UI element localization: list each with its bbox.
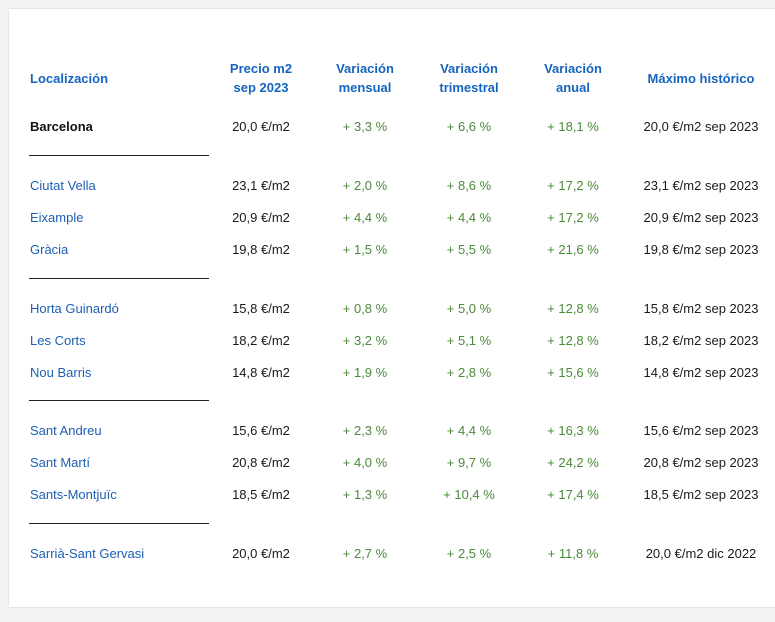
row-location-link[interactable]: Nou Barris — [30, 365, 92, 380]
row-maximo: 23,1 €/m2 sep 2023 — [643, 178, 759, 193]
row-anual: + 16,3 % — [547, 423, 599, 438]
row-location-link[interactable]: Sant Martí — [30, 455, 90, 470]
row-maximo: 14,8 €/m2 sep 2023 — [643, 365, 759, 380]
table-row: Eixample 20,9 €/m2 + 4,4 % + 4,4 % + 17,… — [9, 206, 775, 230]
row-mensual: + 4,4 % — [342, 210, 388, 225]
row-location-link[interactable]: Horta Guinardó — [30, 301, 119, 316]
row-trimestral: + 5,5 % — [446, 242, 492, 257]
header-mensual-line2: mensual — [338, 80, 392, 95]
row-anual: + 12,8 % — [547, 301, 599, 316]
table-row: Gràcia 19,8 €/m2 + 1,5 % + 5,5 % + 21,6 … — [9, 238, 775, 262]
group-divider — [29, 155, 209, 156]
row-location-link[interactable]: Sants-Montjuïc — [30, 487, 117, 502]
row-precio: 20,8 €/m2 — [232, 455, 290, 470]
row-trimestral: + 6,6 % — [446, 119, 492, 134]
row-precio: 18,2 €/m2 — [232, 333, 290, 348]
table-row: Nou Barris 14,8 €/m2 + 1,9 % + 2,8 % + 1… — [9, 361, 775, 385]
table-row: Sants-Montjuïc 18,5 €/m2 + 1,3 % + 10,4 … — [9, 483, 775, 507]
row-maximo: 15,8 €/m2 sep 2023 — [643, 301, 759, 316]
row-trimestral: + 4,4 % — [446, 210, 492, 225]
row-trimestral: + 2,8 % — [446, 365, 492, 380]
header-anual-line2: anual — [556, 80, 590, 95]
header-precio-line2: sep 2023 — [233, 80, 289, 95]
header-variacion-anual: Variación anual — [523, 59, 623, 97]
row-mensual: + 2,3 % — [342, 423, 388, 438]
header-trimestral-line2: trimestral — [439, 80, 499, 95]
row-trimestral: + 2,5 % — [446, 546, 492, 561]
row-maximo: 20,8 €/m2 sep 2023 — [643, 455, 759, 470]
row-anual: + 24,2 % — [547, 455, 599, 470]
header-variacion-mensual: Variación mensual — [315, 59, 415, 97]
group-divider — [29, 400, 209, 401]
row-precio: 15,8 €/m2 — [232, 301, 290, 316]
row-anual: + 17,4 % — [547, 487, 599, 502]
row-location-link[interactable]: Sarrià-Sant Gervasi — [30, 546, 145, 561]
table-row: Sant Andreu 15,6 €/m2 + 2,3 % + 4,4 % + … — [9, 419, 775, 443]
row-trimestral: + 5,0 % — [446, 301, 492, 316]
row-maximo: 19,8 €/m2 sep 2023 — [643, 242, 759, 257]
table-row: Les Corts 18,2 €/m2 + 3,2 % + 5,1 % + 12… — [9, 329, 775, 353]
row-mensual: + 4,0 % — [342, 455, 388, 470]
header-mensual-line1: Variación — [336, 61, 394, 76]
row-location-link[interactable]: Eixample — [30, 210, 84, 225]
header-localizacion: Localización — [30, 71, 109, 86]
header-anual-line1: Variación — [544, 61, 602, 76]
row-maximo: 20,9 €/m2 sep 2023 — [643, 210, 759, 225]
row-trimestral: + 9,7 % — [446, 455, 492, 470]
table-row: Ciutat Vella 23,1 €/m2 + 2,0 % + 8,6 % +… — [9, 174, 775, 198]
table-row: Sarrià-Sant Gervasi 20,0 €/m2 + 2,7 % + … — [9, 542, 775, 566]
row-precio: 14,8 €/m2 — [232, 365, 290, 380]
row-location-link[interactable]: Gràcia — [30, 242, 69, 257]
price-table-card: Localización Precio m2 sep 2023 Variació… — [9, 9, 775, 607]
table-row: Sant Martí 20,8 €/m2 + 4,0 % + 9,7 % + 2… — [9, 451, 775, 475]
header-precio-line1: Precio m2 — [229, 61, 293, 76]
header-trimestral-line1: Variación — [440, 61, 498, 76]
row-anual: + 11,8 % — [547, 546, 599, 561]
table-row: Horta Guinardó 15,8 €/m2 + 0,8 % + 5,0 %… — [9, 297, 775, 321]
row-precio: 15,6 €/m2 — [232, 423, 290, 438]
row-precio: 20,9 €/m2 — [232, 210, 290, 225]
row-trimestral: + 10,4 % — [443, 487, 495, 502]
table-header: Localización Precio m2 sep 2023 Variació… — [9, 59, 775, 99]
row-precio: 23,1 €/m2 — [232, 178, 290, 193]
row-maximo: 18,5 €/m2 sep 2023 — [643, 487, 759, 502]
row-mensual: + 1,5 % — [342, 242, 388, 257]
row-location-link[interactable]: Sant Andreu — [30, 423, 102, 438]
row-anual: + 17,2 % — [547, 210, 599, 225]
header-maximo-historico: Máximo histórico — [647, 71, 755, 86]
row-anual: + 15,6 % — [547, 365, 599, 380]
row-precio: 18,5 €/m2 — [232, 487, 290, 502]
header-precio: Precio m2 sep 2023 — [211, 59, 311, 97]
row-location: Barcelona — [30, 119, 93, 134]
row-trimestral: + 4,4 % — [446, 423, 492, 438]
row-mensual: + 0,8 % — [342, 301, 388, 316]
row-mensual: + 2,0 % — [342, 178, 388, 193]
row-precio: 20,0 €/m2 — [232, 546, 290, 561]
row-maximo: 20,0 €/m2 dic 2022 — [645, 546, 757, 561]
group-divider — [29, 278, 209, 279]
group-divider — [29, 523, 209, 524]
row-mensual: + 3,3 % — [342, 119, 388, 134]
row-location-link[interactable]: Ciutat Vella — [30, 178, 96, 193]
row-precio: 19,8 €/m2 — [232, 242, 290, 257]
row-mensual: + 1,3 % — [342, 487, 388, 502]
row-mensual: + 1,9 % — [342, 365, 388, 380]
row-precio: 20,0 €/m2 — [232, 119, 290, 134]
row-trimestral: + 5,1 % — [446, 333, 492, 348]
row-mensual: + 3,2 % — [342, 333, 388, 348]
row-location-link[interactable]: Les Corts — [30, 333, 86, 348]
row-mensual: + 2,7 % — [342, 546, 388, 561]
row-trimestral: + 8,6 % — [446, 178, 492, 193]
row-anual: + 18,1 % — [547, 119, 599, 134]
row-anual: + 21,6 % — [547, 242, 599, 257]
row-maximo: 15,6 €/m2 sep 2023 — [643, 423, 759, 438]
row-anual: + 12,8 % — [547, 333, 599, 348]
row-maximo: 20,0 €/m2 sep 2023 — [643, 119, 759, 134]
row-maximo: 18,2 €/m2 sep 2023 — [643, 333, 759, 348]
table-row-barcelona: Barcelona 20,0 €/m2 + 3,3 % + 6,6 % + 18… — [9, 115, 775, 139]
header-variacion-trimestral: Variación trimestral — [419, 59, 519, 97]
row-anual: + 17,2 % — [547, 178, 599, 193]
